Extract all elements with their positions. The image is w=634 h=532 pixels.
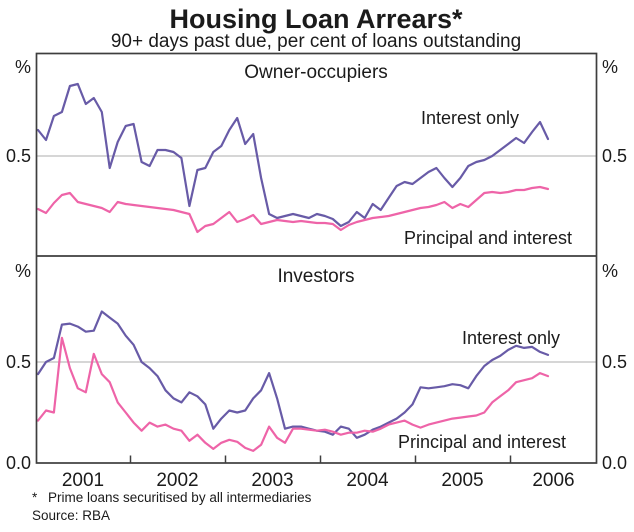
y-label-left-bottom-percent: %: [15, 261, 31, 281]
series-label-investors-principal-and-interest: Principal and interest: [398, 432, 566, 452]
owner-occupiers-principal-and-interest-line: [36, 185, 550, 234]
investors-principal-and-interest-line: [36, 336, 550, 452]
x-label-2006: 2006: [532, 470, 574, 491]
footnote-marker: *: [32, 490, 38, 505]
x-label-2005: 2005: [441, 470, 483, 491]
series-label-investors-interest-only: Interest only: [462, 328, 560, 348]
panel-title-owner-occupiers: Owner-occupiers: [244, 62, 388, 83]
owner-occupiers-interest-only-line: [36, 82, 550, 228]
x-label-2003: 2003: [251, 470, 293, 491]
y-label-right-top-percent: %: [602, 57, 618, 77]
investors-interest-only-line: [36, 310, 550, 439]
series-label-owner-occupiers-interest-only: Interest only: [421, 108, 519, 128]
y-label-right-top-0p5: 0.5: [602, 146, 627, 166]
x-label-2004: 2004: [346, 470, 389, 491]
y-label-right-bottom-0p5: 0.5: [602, 352, 627, 372]
chart-subtitle: 90+ days past due, per cent of loans out…: [111, 31, 521, 52]
plot-frame: [35, 52, 598, 464]
x-label-2001: 2001: [62, 470, 104, 491]
series-label-owner-occupiers-principal-and-interest: Principal and interest: [404, 228, 572, 248]
x-label-2002: 2002: [156, 470, 198, 491]
footnote-text: Prime loans securitised by all intermedi…: [48, 490, 312, 505]
y-label-left-bottom-0p5: 0.5: [6, 352, 31, 372]
panel-title-investors: Investors: [277, 266, 354, 287]
y-label-left-top-0p5: 0.5: [6, 146, 31, 166]
y-label-right-0p0: 0.0: [602, 453, 627, 473]
x-axis-ticks: [129, 455, 512, 463]
source-text: Source: RBA: [32, 508, 110, 523]
y-label-right-bottom-percent: %: [602, 261, 618, 281]
y-label-left-top-percent: %: [15, 57, 31, 77]
chart-title: Housing Loan Arrears*: [169, 4, 463, 34]
y-label-left-0p0: 0.0: [6, 453, 31, 473]
